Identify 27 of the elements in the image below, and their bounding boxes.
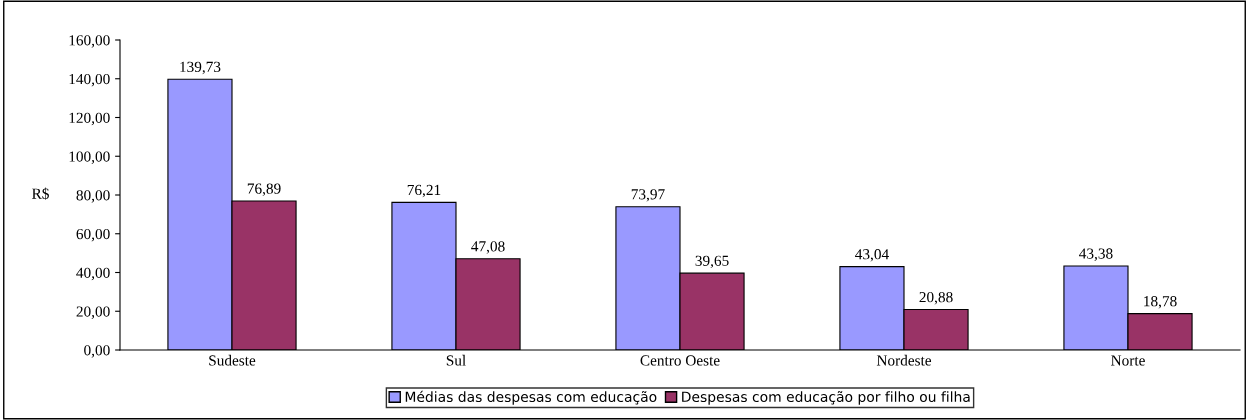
x-tick-label: Nordeste	[876, 354, 932, 366]
y-tick-label: 80,00	[76, 190, 110, 203]
data-label: 39,65	[695, 255, 729, 269]
data-label: 20,88	[919, 291, 953, 305]
y-axis-title: R$	[32, 187, 49, 200]
legend-label: Despesas com educação por filho ou filha	[682, 391, 970, 405]
data-label: 73,97	[631, 189, 665, 202]
y-tick-label: 40,00	[76, 267, 110, 281]
data-label: 43,38	[1079, 248, 1113, 261]
x-tick-label: Centro Oeste	[640, 355, 720, 366]
data-label: 139,73	[180, 61, 221, 75]
y-tick-label: 120,00	[69, 112, 110, 126]
data-label: 76,21	[407, 184, 441, 198]
y-tick-label: 0,00	[84, 345, 110, 358]
y-tick-label: 60,00	[76, 228, 110, 242]
data-label: 43,04	[855, 249, 889, 262]
x-tick-label: Sul	[446, 354, 466, 366]
y-tick-label: 160,00	[69, 35, 110, 48]
legend-label: Médias das despesas com educação	[405, 390, 657, 405]
x-tick-label: Norte	[1111, 355, 1145, 366]
y-tick-label: 140,00	[69, 73, 110, 87]
data-label: 47,08	[471, 241, 505, 254]
y-tick-label: 100,00	[69, 151, 110, 164]
data-label: 18,78	[1144, 296, 1177, 309]
x-tick-label: Sudeste	[209, 354, 256, 366]
y-tick-label: 20,00	[76, 306, 110, 319]
data-label: 76,89	[247, 183, 281, 196]
